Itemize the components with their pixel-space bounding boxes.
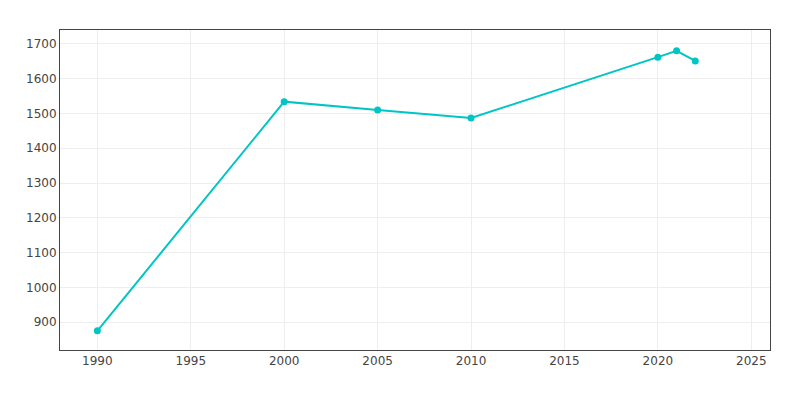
svg-text:1500: 1500 [26,107,57,121]
svg-text:2025: 2025 [736,354,767,368]
svg-text:2020: 2020 [643,354,674,368]
svg-text:1400: 1400 [26,141,57,155]
svg-text:1700: 1700 [26,37,57,51]
svg-text:2010: 2010 [456,354,487,368]
svg-text:1300: 1300 [26,176,57,190]
svg-text:1990: 1990 [82,354,113,368]
svg-text:1600: 1600 [26,72,57,86]
svg-text:900: 900 [34,315,57,329]
svg-text:2015: 2015 [549,354,580,368]
svg-text:1995: 1995 [176,354,207,368]
svg-text:1000: 1000 [26,281,57,295]
svg-text:2005: 2005 [362,354,393,368]
svg-text:1100: 1100 [26,246,57,260]
svg-text:1200: 1200 [26,211,57,225]
svg-text:2000: 2000 [269,354,300,368]
